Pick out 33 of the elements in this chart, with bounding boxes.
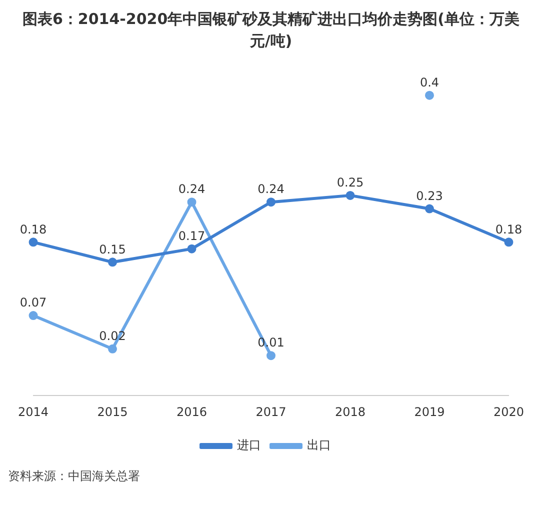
point (108, 258, 118, 267)
point (266, 198, 276, 207)
legend-label: 出口 (307, 438, 331, 452)
data-label: 0.24 (178, 182, 206, 196)
x-tick-label: 2016 (176, 404, 208, 419)
point (187, 198, 196, 207)
point (28, 238, 38, 247)
data-label: 0.18 (20, 222, 47, 236)
data-label: 0.15 (99, 242, 126, 256)
data-label: 0.4 (420, 75, 440, 90)
legend-label: 进口 (237, 438, 261, 452)
point (424, 90, 434, 100)
x-tick-label: 2014 (18, 404, 49, 419)
data-label: 0.18 (495, 222, 522, 236)
point (424, 204, 434, 214)
data-label: 0.17 (178, 228, 206, 243)
chart-title: 图表6：2014-2020年中国银矿砂及其精矿进出口均价走势图(单位：万美元/吨) (21, 9, 520, 52)
data-label: 0.24 (258, 182, 284, 196)
point (108, 344, 118, 354)
point (504, 238, 514, 247)
data-label: 0.07 (20, 296, 47, 310)
point (346, 190, 355, 200)
text: 资料来源：中国海关总署 (8, 468, 141, 485)
x-tick-label: 2018 (334, 404, 366, 419)
x-tick-label: 2019 (414, 404, 445, 419)
point (266, 351, 276, 360)
data-label: 0.23 (416, 188, 443, 203)
x-tick-label: 2015 (97, 404, 128, 419)
x-tick-label: 2017 (256, 404, 286, 419)
point (187, 244, 196, 254)
data-label: 0.25 (336, 176, 364, 190)
x-tick-label: 2020 (493, 404, 524, 419)
point (28, 311, 38, 320)
